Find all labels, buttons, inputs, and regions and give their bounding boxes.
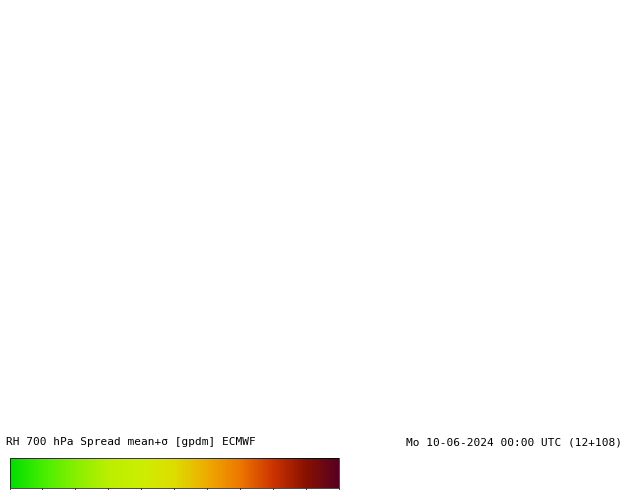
- Text: Mo 10-06-2024 00:00 UTC (12+108): Mo 10-06-2024 00:00 UTC (12+108): [406, 437, 622, 447]
- Text: RH 700 hPa Spread mean+σ [gpdm] ECMWF: RH 700 hPa Spread mean+σ [gpdm] ECMWF: [6, 437, 256, 447]
